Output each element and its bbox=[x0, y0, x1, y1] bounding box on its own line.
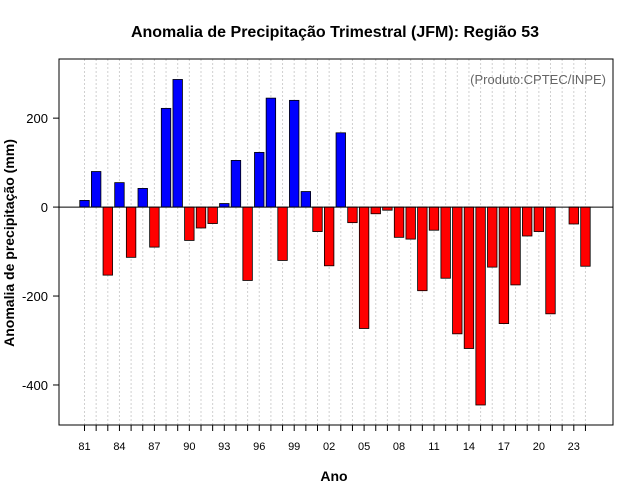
y-axis-title: Anomalia de precipitação (mm) bbox=[1, 139, 17, 347]
y-tick-label-0: 0 bbox=[41, 200, 48, 215]
bar-2018 bbox=[510, 206, 521, 286]
x-tick-label-17: 17 bbox=[498, 441, 510, 453]
bar-1991 bbox=[195, 206, 207, 229]
bar-2011 bbox=[428, 206, 440, 231]
plot-frame bbox=[58, 58, 614, 426]
x-tick-label-20: 20 bbox=[533, 441, 545, 453]
bar-1990 bbox=[184, 206, 195, 241]
bar-2016 bbox=[487, 206, 498, 268]
bar-1987 bbox=[149, 206, 160, 248]
bar-2012 bbox=[440, 206, 451, 279]
bar-2021 bbox=[545, 206, 556, 315]
bar-2001 bbox=[312, 206, 323, 232]
y-tick-label--400: -400 bbox=[22, 378, 48, 393]
bar-2023 bbox=[568, 206, 579, 225]
x-tick-label-14: 14 bbox=[463, 441, 475, 453]
bar-2013 bbox=[452, 206, 463, 335]
x-axis: 81 84 87 90 93 96 99 02 05 08 11 14 17 20 23 bbox=[78, 425, 586, 453]
x-tick-label-05: 05 bbox=[358, 441, 370, 453]
x-axis-title: Ano bbox=[320, 468, 347, 484]
bar-1998 bbox=[277, 206, 288, 261]
bar-1994 bbox=[230, 159, 242, 208]
bar-1985 bbox=[125, 206, 137, 258]
x-tick-label-87: 87 bbox=[148, 441, 160, 453]
bar-2010 bbox=[417, 206, 428, 292]
y-axis: 200 0 -200 -400 bbox=[22, 111, 59, 393]
x-tick-label-08: 08 bbox=[393, 441, 405, 453]
bar-1982 bbox=[91, 171, 102, 208]
bar-1988 bbox=[160, 107, 172, 208]
bar-2005 bbox=[358, 206, 370, 329]
bar-1989 bbox=[172, 79, 183, 208]
bar-2000 bbox=[300, 191, 312, 208]
bar-1997 bbox=[265, 97, 277, 208]
bar-1983 bbox=[102, 206, 113, 276]
x-tick-label-96: 96 bbox=[253, 441, 265, 453]
y-tick-label--200: -200 bbox=[22, 289, 48, 304]
bar-2019 bbox=[522, 206, 533, 237]
grid-lines bbox=[84, 59, 586, 425]
bar-1996 bbox=[254, 151, 265, 208]
bar-2003 bbox=[335, 132, 346, 208]
bar-1992 bbox=[207, 206, 218, 224]
x-tick-label-84: 84 bbox=[113, 441, 125, 453]
bar-2024 bbox=[580, 206, 591, 267]
x-tick-label-02: 02 bbox=[323, 441, 335, 453]
credit-annotation: (Produto:CPTEC/INPE) bbox=[470, 72, 606, 87]
bar-1993 bbox=[219, 203, 230, 208]
bars bbox=[79, 79, 591, 406]
chart-title: Anomalia de Precipitação Trimestral (JFM… bbox=[131, 24, 539, 41]
bar-2009 bbox=[405, 206, 416, 240]
y-tick-label-200: 200 bbox=[26, 111, 48, 126]
bar-2017 bbox=[498, 206, 510, 325]
bar-1995 bbox=[242, 206, 253, 281]
bar-2008 bbox=[393, 206, 405, 238]
x-tick-label-90: 90 bbox=[183, 441, 195, 453]
bar-2004 bbox=[347, 206, 358, 224]
bar-1981 bbox=[79, 200, 90, 208]
x-tick-label-11: 11 bbox=[428, 441, 439, 453]
bar-1986 bbox=[137, 188, 148, 208]
x-tick-label-99: 99 bbox=[288, 441, 300, 453]
bar-1999 bbox=[289, 99, 300, 208]
bar-2006 bbox=[370, 206, 381, 215]
bar-2002 bbox=[323, 206, 335, 267]
x-tick-label-81: 81 bbox=[78, 441, 90, 453]
bar-2014 bbox=[463, 206, 475, 349]
x-tick-label-23: 23 bbox=[568, 441, 580, 453]
bar-2020 bbox=[533, 206, 544, 232]
x-tick-label-93: 93 bbox=[218, 441, 230, 453]
bar-1984 bbox=[114, 182, 125, 208]
bar-2015 bbox=[475, 206, 486, 406]
